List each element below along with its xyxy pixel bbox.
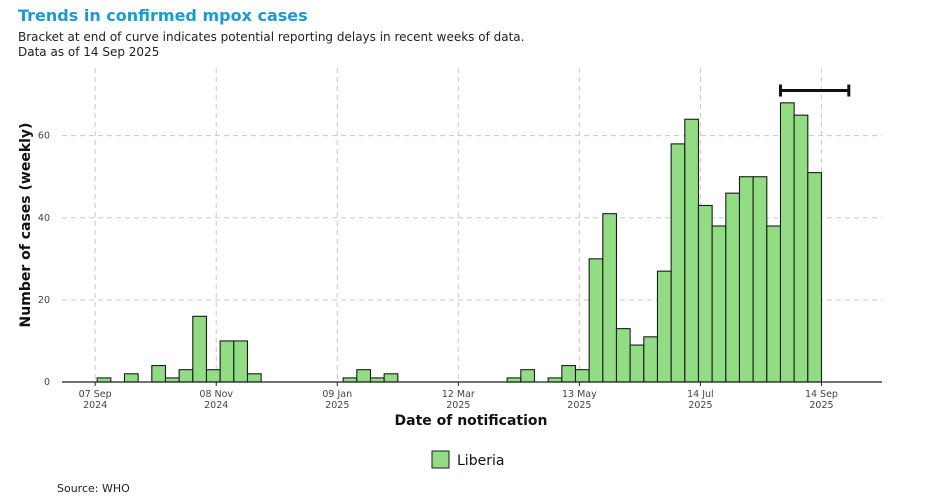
x-tick-year: 2025 [567, 400, 591, 411]
bar-week-2025-07-13 [697, 204, 713, 383]
x-tick-label: 14 Jul [687, 389, 714, 400]
bar-week-2025-08-03 [738, 176, 754, 383]
bar-week-2025-06-15 [643, 336, 659, 383]
x-axis-title: Date of notification [395, 413, 548, 429]
x-tick-year: 2024 [83, 400, 107, 411]
bar-week-2025-08-17 [766, 225, 782, 383]
x-tick-label: 13 May [562, 389, 597, 400]
bar-week-2025-06-01 [615, 328, 631, 383]
bar-week-2025-08-31 [793, 114, 809, 383]
bar-week-2025-08-24 [779, 102, 795, 383]
bar-week-2024-09-08 [96, 377, 112, 383]
bar-week-2025-08-10 [752, 176, 768, 383]
legend-swatch-liberia [431, 450, 450, 469]
bar-week-2024-09-22 [123, 373, 139, 383]
source-note: Source: WHO [57, 482, 130, 495]
bars [96, 102, 823, 383]
bar-week-2024-11-17 [233, 340, 249, 383]
bar-week-2025-06-29 [670, 143, 686, 383]
bar-week-2025-06-08 [629, 344, 645, 383]
subtitle-line-2: Data as of 14 Sep 2025 [18, 45, 160, 59]
bar-week-2025-04-27 [547, 377, 563, 383]
bar-week-2025-05-04 [561, 365, 577, 383]
bar-week-2024-11-24 [246, 373, 262, 383]
bar-week-2025-07-06 [684, 118, 700, 383]
y-axis-title: Number of cases (weekly) [18, 123, 34, 328]
bar-week-2025-01-26 [369, 377, 385, 383]
bar-week-2025-01-12 [342, 377, 358, 383]
bar-week-2024-10-27 [192, 315, 208, 383]
x-tick-label: 12 Mar [442, 389, 475, 400]
x-tick-year: 2025 [809, 400, 833, 411]
bar-week-2024-10-20 [178, 369, 194, 383]
x-tick-label: 08 Nov [199, 389, 233, 400]
y-tick-label: 20 [38, 295, 50, 306]
bar-week-2024-10-13 [164, 377, 180, 383]
chart-subtitle: Bracket at end of curve indicates potent… [18, 30, 524, 60]
legend-label-liberia: Liberia [457, 453, 504, 469]
bar-week-2024-11-03 [205, 369, 221, 383]
bar-week-2025-05-11 [574, 369, 590, 383]
bar-week-2025-04-06 [506, 377, 522, 383]
bar-week-2025-09-07 [807, 172, 823, 383]
chart-title: Trends in confirmed mpox cases [18, 6, 308, 25]
bar-week-2024-11-10 [219, 340, 235, 383]
y-tick-label: 60 [38, 131, 50, 142]
bar-week-2025-05-25 [602, 213, 618, 383]
x-tick-year: 2024 [204, 400, 228, 411]
x-tick-label: 14 Sep [805, 389, 838, 400]
subtitle-line-1: Bracket at end of curve indicates potent… [18, 30, 525, 44]
bar-week-2025-01-19 [356, 369, 372, 383]
x-tick-label: 09 Jan [322, 389, 352, 400]
bar-week-2025-07-27 [725, 192, 741, 383]
bar-week-2025-07-20 [711, 225, 727, 383]
y-tick-label: 0 [44, 377, 50, 388]
bar-week-2025-02-02 [383, 373, 399, 383]
x-tick-year: 2025 [688, 400, 712, 411]
bar-week-2024-10-06 [151, 365, 167, 383]
x-tick-year: 2025 [446, 400, 470, 411]
x-tick-year: 2025 [325, 400, 349, 411]
bar-week-2025-06-22 [656, 270, 672, 383]
bar-week-2025-04-13 [520, 369, 536, 383]
reporting-delay-bracket [778, 84, 851, 97]
bar-week-2025-05-18 [588, 258, 604, 383]
y-tick-label: 40 [38, 213, 50, 224]
x-tick-label: 07 Sep [79, 389, 112, 400]
